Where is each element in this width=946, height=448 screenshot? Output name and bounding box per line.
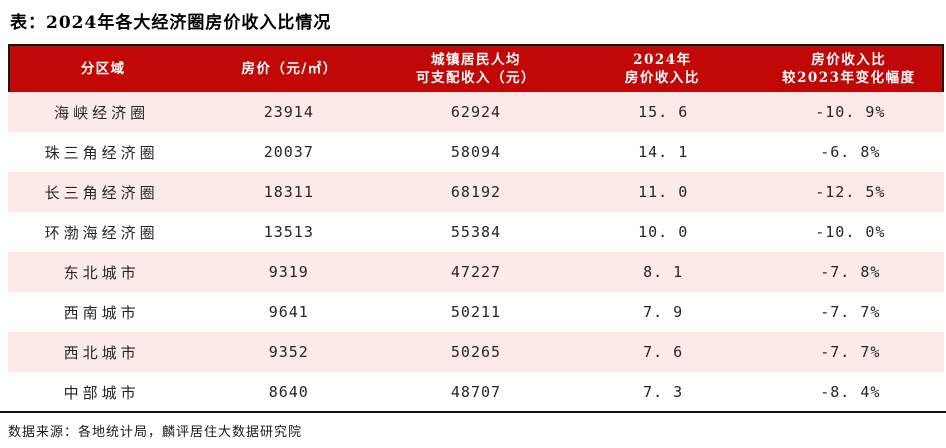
cell-ratio: 14. 1 bbox=[638, 143, 689, 161]
cell-income: 58094 bbox=[450, 143, 502, 161]
page-title: 表：2024年各大经济圈房价收入比情况 bbox=[10, 13, 332, 33]
table-row: 珠三角经济圈 20037 58094 14. 1 -6. 8% bbox=[8, 132, 944, 172]
table-header-row: 分区域 房价（元/㎡） 城镇居民人均 可支配收入（元） 2024年 房价收入比 … bbox=[8, 44, 944, 92]
cell-region: 西北城市 bbox=[63, 343, 140, 362]
cell-income: 47227 bbox=[450, 263, 502, 281]
cell-change: -7. 7% bbox=[820, 303, 881, 321]
column-header-text: 可支配收入（元） bbox=[415, 70, 536, 86]
column-header-text: 城镇居民人均 bbox=[430, 52, 521, 68]
cell-price: 23914 bbox=[263, 103, 314, 121]
cell-region: 西南城市 bbox=[63, 303, 140, 322]
cell-region: 中部城市 bbox=[63, 383, 140, 402]
column-header-ratio-2024: 2024年 房价收入比 bbox=[569, 46, 755, 92]
cell-ratio: 15. 6 bbox=[638, 103, 689, 121]
cell-ratio: 10. 0 bbox=[638, 223, 689, 241]
cell-price: 20037 bbox=[263, 143, 314, 161]
cell-income: 68192 bbox=[450, 183, 502, 201]
cell-income: 62924 bbox=[450, 103, 502, 121]
bottom-divider bbox=[0, 411, 946, 413]
column-header-text: 房价收入比 bbox=[624, 70, 700, 86]
cell-region: 东北城市 bbox=[63, 263, 140, 282]
data-source-note: 数据来源：各地统计局，麟评居住大数据研究院 bbox=[8, 425, 303, 440]
cell-income: 55384 bbox=[450, 223, 502, 241]
cell-change: -8. 4% bbox=[820, 383, 881, 401]
table-row: 海峡经济圈 23914 62924 15. 6 -10. 9% bbox=[8, 92, 944, 132]
column-header-change-vs-2023: 房价收入比 较2023年变化幅度 bbox=[756, 46, 942, 92]
cell-ratio: 11. 0 bbox=[638, 183, 689, 201]
cell-ratio: 7. 3 bbox=[643, 383, 684, 401]
cell-income: 50265 bbox=[450, 343, 502, 361]
table-row: 环渤海经济圈 13513 55384 10. 0 -10. 0% bbox=[8, 212, 944, 252]
cell-change: -6. 8% bbox=[820, 143, 881, 161]
cell-price: 13513 bbox=[263, 223, 314, 241]
price-income-ratio-table: 分区域 房价（元/㎡） 城镇居民人均 可支配收入（元） 2024年 房价收入比 … bbox=[8, 44, 944, 412]
cell-price: 18311 bbox=[263, 183, 314, 201]
cell-change: -7. 7% bbox=[820, 343, 881, 361]
cell-region: 长三角经济圈 bbox=[44, 183, 159, 202]
cell-ratio: 7. 9 bbox=[643, 303, 684, 321]
cell-change: -12. 5% bbox=[815, 183, 886, 201]
column-header-region: 分区域 bbox=[10, 46, 196, 92]
column-header-text: 较2023年变化幅度 bbox=[781, 70, 916, 86]
cell-region: 珠三角经济圈 bbox=[44, 143, 159, 162]
table-row: 西北城市 9352 50265 7. 6 -7. 7% bbox=[8, 332, 944, 372]
table-row: 东北城市 9319 47227 8. 1 -7. 8% bbox=[8, 252, 944, 292]
column-header-income: 城镇居民人均 可支配收入（元） bbox=[383, 46, 569, 92]
cell-region: 环渤海经济圈 bbox=[44, 223, 159, 242]
column-header-price: 房价（元/㎡） bbox=[196, 46, 382, 92]
table-row: 中部城市 8640 48707 7. 3 -8. 4% bbox=[8, 372, 944, 412]
cell-price: 9352 bbox=[268, 343, 309, 361]
cell-ratio: 7. 6 bbox=[643, 343, 684, 361]
cell-ratio: 8. 1 bbox=[643, 263, 684, 281]
cell-price: 9641 bbox=[268, 303, 309, 321]
column-header-text: 房价（元/㎡） bbox=[241, 61, 338, 77]
table-row: 西南城市 9641 50211 7. 9 -7. 7% bbox=[8, 292, 944, 332]
table-row: 长三角经济圈 18311 68192 11. 0 -12. 5% bbox=[8, 172, 944, 212]
cell-income: 48707 bbox=[450, 383, 502, 401]
cell-change: -7. 8% bbox=[820, 263, 881, 281]
column-header-text: 分区域 bbox=[80, 61, 126, 77]
cell-income: 50211 bbox=[450, 303, 502, 321]
cell-change: -10. 9% bbox=[815, 103, 886, 121]
cell-region: 海峡经济圈 bbox=[54, 103, 150, 122]
column-header-text: 房价收入比 bbox=[811, 52, 887, 68]
column-header-text: 2024年 bbox=[633, 52, 692, 68]
cell-change: -10. 0% bbox=[815, 223, 886, 241]
cell-price: 8640 bbox=[268, 383, 309, 401]
cell-price: 9319 bbox=[268, 263, 309, 281]
